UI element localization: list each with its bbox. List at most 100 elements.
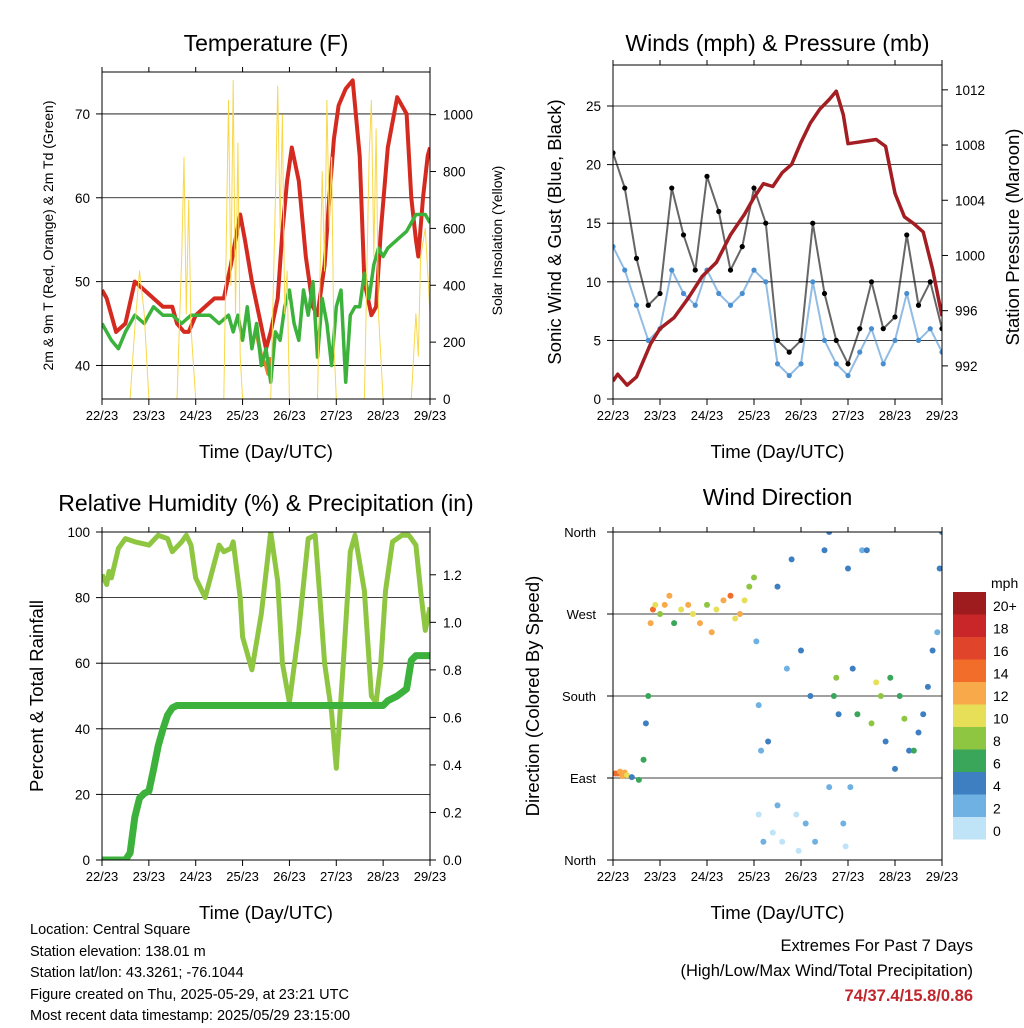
direction-point <box>736 611 743 617</box>
y-tick-label: East <box>570 771 596 786</box>
direction-point <box>807 693 814 699</box>
colorbar-title: mph <box>991 575 1018 591</box>
plot-area <box>613 89 942 387</box>
y-tick-label: 15 <box>586 216 601 231</box>
direction-point <box>617 768 624 775</box>
extremes-title: Extremes For Past 7 Days <box>780 937 973 955</box>
direction-point <box>713 606 720 613</box>
direction-point <box>755 811 762 818</box>
direction-point <box>758 747 765 754</box>
direction-point <box>906 747 913 754</box>
y-axis-label: 2m & 9m T (Red, Orange) & 2m Td (Green) <box>40 101 56 371</box>
colorbar-label: 2 <box>993 801 1001 817</box>
chart-title: Relative Humidity (%) & Precipitation (i… <box>58 490 473 516</box>
colorbar-label: 20+ <box>993 598 1017 614</box>
direction-point <box>741 597 748 604</box>
plot-area <box>102 532 430 860</box>
y-tick-label: 5 <box>593 333 601 348</box>
direction-point <box>812 838 819 845</box>
colorbar-swatch <box>953 637 986 660</box>
series-line <box>102 532 430 771</box>
y2-axis-label: Station Pressure (Maroon) <box>1002 129 1023 346</box>
direction-point <box>877 693 884 699</box>
y-tick-label: 60 <box>75 191 90 206</box>
y-axis-label: Direction (Colored By Speed) <box>522 576 543 817</box>
y-tick-label: 20 <box>586 158 601 173</box>
direction-point <box>842 843 849 850</box>
x-tick-label: 28/23 <box>367 408 400 423</box>
winds-panel: Winds (mph) & Pressure (mb) 22/23 23/23 24/… <box>544 30 1023 462</box>
colorbar-label: 12 <box>993 688 1009 704</box>
y2-tick-label: 400 <box>443 278 466 293</box>
x-tick-label: 28/23 <box>367 869 400 884</box>
colorbar-swatch <box>953 727 986 750</box>
y-tick-label: 70 <box>75 107 90 122</box>
latlon-text: Station lat/lon: 43.3261; -76.1044 <box>30 965 244 981</box>
direction-point <box>854 711 861 718</box>
direction-point <box>649 606 656 613</box>
direction-point <box>830 693 837 699</box>
x-tick-label: 28/23 <box>879 869 912 884</box>
x-tick-label: 22/23 <box>86 869 119 884</box>
series-line <box>129 80 430 399</box>
direction-points <box>613 532 942 854</box>
direction-point <box>887 674 894 681</box>
direction-point <box>783 665 790 672</box>
x-axis-label: Time (Day/UTC) <box>199 902 333 923</box>
colorbar-label: 0 <box>993 823 1001 839</box>
x-tick-label: 25/23 <box>226 869 259 884</box>
direction-point <box>628 774 635 781</box>
y-tick-label: North <box>564 853 596 868</box>
plot-area <box>613 532 942 854</box>
series-line <box>613 89 942 387</box>
colorbar-swatch <box>953 817 986 840</box>
colorbar-label: 4 <box>993 778 1001 794</box>
station-info: Location: Central Square Station elevati… <box>30 920 350 1028</box>
colorbar-swatch <box>953 659 986 682</box>
direction-point <box>642 720 649 727</box>
direction-point <box>929 647 936 654</box>
wind_direction-panel: Wind Direction 22/23 23/23 24/23 25/23 26/23 2… <box>522 484 1018 923</box>
y2-axis-label: Solar Insolation (Yellow) <box>489 166 505 316</box>
y2-tick-label: 0 <box>443 392 451 407</box>
colorbar-swatch <box>953 704 986 727</box>
x-tick-label: 27/23 <box>832 408 865 423</box>
colorbar-label: 10 <box>993 711 1009 727</box>
direction-point <box>936 565 942 572</box>
x-tick-label: 24/23 <box>179 869 212 884</box>
series-line <box>102 652 430 860</box>
direction-point <box>835 711 842 718</box>
direction-point <box>892 765 898 772</box>
direction-point <box>793 811 800 818</box>
colorbar-label: 18 <box>993 621 1009 637</box>
y-tick-label: North <box>564 525 596 540</box>
direction-point <box>635 776 642 783</box>
direction-point <box>746 583 753 590</box>
colorbar-swatch <box>953 592 986 615</box>
colorbar-swatch <box>953 772 986 795</box>
y-tick-label: 20 <box>75 787 90 802</box>
x-tick-label: 26/23 <box>785 408 818 423</box>
direction-point <box>657 611 663 617</box>
direction-point <box>849 665 856 672</box>
y2-tick-label: 996 <box>955 304 978 319</box>
x-tick-label: 22/23 <box>86 408 119 423</box>
colorbar-swatch <box>953 749 986 772</box>
chart-title: Wind Direction <box>703 484 853 510</box>
x-tick-label: 26/23 <box>273 869 306 884</box>
direction-point <box>868 720 875 727</box>
direction-point <box>910 747 917 754</box>
direction-point <box>779 838 786 845</box>
chart-title: Winds (mph) & Pressure (mb) <box>625 30 929 56</box>
direction-point <box>727 592 734 599</box>
x-tick-label: 27/23 <box>320 869 353 884</box>
y-tick-label: 0 <box>593 392 601 407</box>
direction-point <box>755 702 762 709</box>
y2-tick-label: 0.8 <box>443 663 462 678</box>
colorbar-swatch <box>953 682 986 705</box>
x-axis-label: Time (Day/UTC) <box>711 441 845 462</box>
y2-tick-label: 1.0 <box>443 615 462 630</box>
direction-point <box>901 715 908 722</box>
y2-tick-label: 600 <box>443 221 466 236</box>
direction-point <box>798 647 804 654</box>
